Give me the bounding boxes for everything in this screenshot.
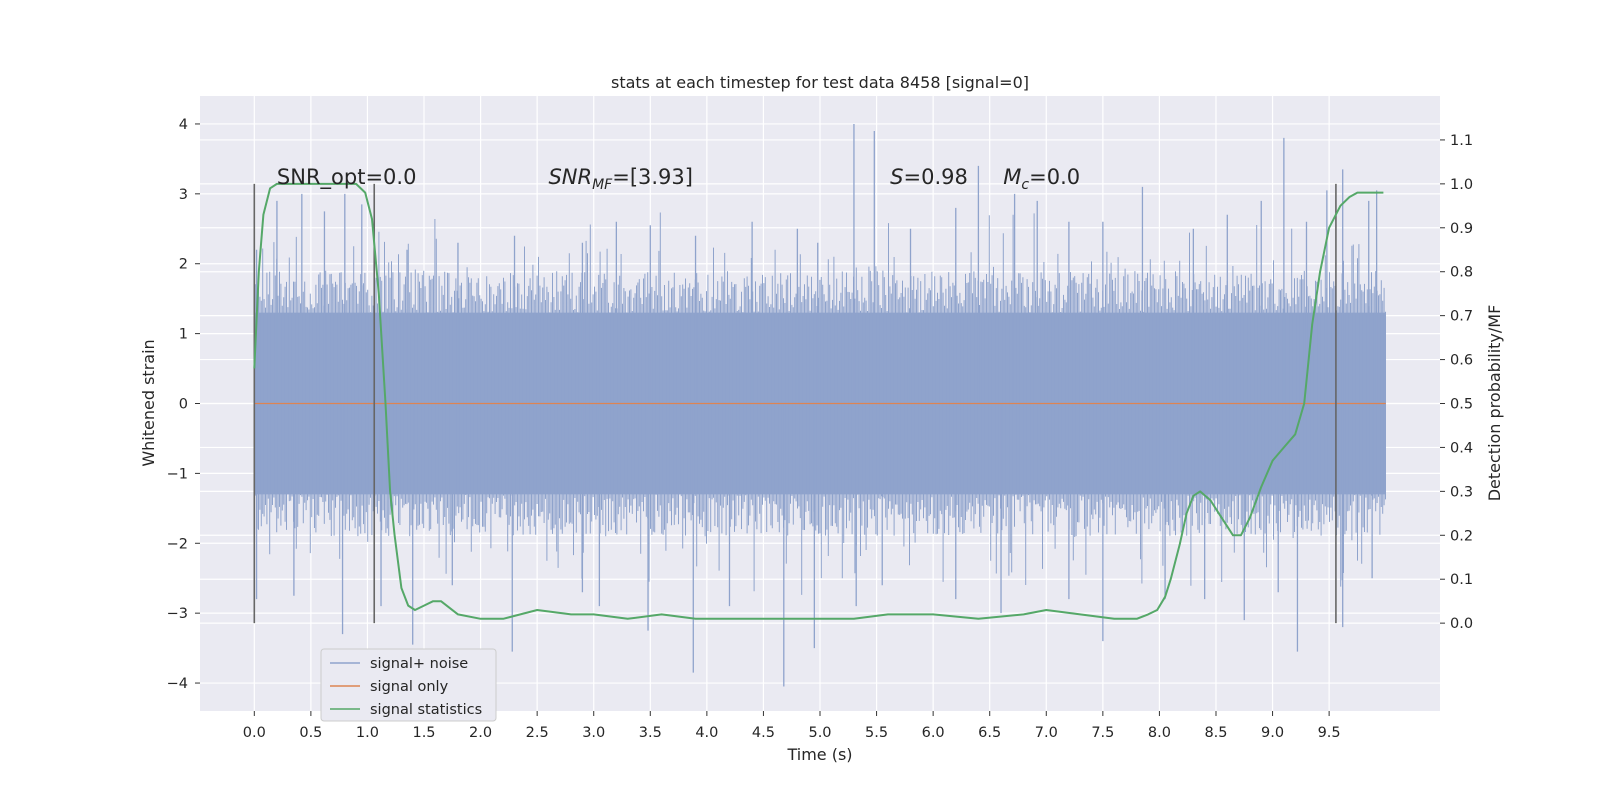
annotation-0: SNR_opt=0.0 <box>277 165 417 190</box>
annotation-1: SNRMF=[3.93] <box>548 165 693 193</box>
y-right-tick-label: 0.2 <box>1450 528 1473 544</box>
statistics-series <box>253 182 1384 620</box>
y-left-tick-label: 0 <box>179 397 188 413</box>
x-tick-label: 7.5 <box>1091 725 1114 741</box>
annotation-3: Mc=0.0 <box>1003 165 1080 193</box>
x-tick-label: 8.0 <box>1148 725 1171 741</box>
x-tick-label: 9.0 <box>1261 725 1284 741</box>
annotations: SNR_opt=0.0 SNRMF=[3.93] S=0.98 Mc=0.0 <box>277 165 1080 193</box>
x-tick-label: 3.5 <box>639 725 662 741</box>
x-tick-label: 4.5 <box>752 725 775 741</box>
y-left-tick-label: −3 <box>167 606 188 622</box>
y-right-tick-label: 0.6 <box>1450 353 1473 369</box>
x-tick-label: 1.5 <box>412 725 435 741</box>
x-tick-label: 6.0 <box>922 725 945 741</box>
x-tick-label: 9.5 <box>1318 725 1341 741</box>
x-tick-label: 0.0 <box>243 725 266 741</box>
legend-box <box>320 648 497 722</box>
x-tick-label: 7.0 <box>1035 725 1058 741</box>
x-tick-label: 2.0 <box>469 725 492 741</box>
y-left-tick-label: −4 <box>167 676 188 692</box>
statistics-line <box>253 182 1384 620</box>
legend: signal+ noise signal only signal statist… <box>320 648 497 722</box>
chart-title: stats at each timestep for test data 845… <box>611 73 1029 92</box>
y-right-tick-label: 1.1 <box>1450 133 1473 149</box>
y-right-tick-label: 0.7 <box>1450 309 1473 325</box>
y-right-tick-label: 0.5 <box>1450 397 1473 413</box>
y-left-tick-label: 4 <box>179 117 188 133</box>
x-tick-label: 6.5 <box>978 725 1001 741</box>
y-right-tick-label: 0.4 <box>1450 440 1473 456</box>
y-axis-left-label: Whitened strain <box>139 339 158 466</box>
y-left-tick-label: −2 <box>167 536 188 552</box>
y-right-tick-label: 0.3 <box>1450 484 1473 500</box>
y-left-tick-label: 1 <box>179 327 188 343</box>
y-left-tick-label: 3 <box>179 187 188 203</box>
y-right-tick-label: 0.9 <box>1450 221 1473 237</box>
y-right-tick-label: 0.0 <box>1450 616 1473 632</box>
y-axis-right-label: Detection probability/MF <box>1485 305 1504 502</box>
y-right-tick-label: 0.1 <box>1450 572 1473 588</box>
annotation-2: S=0.98 <box>890 165 968 189</box>
y-right-tick-label: 0.8 <box>1450 265 1473 281</box>
x-tick-label: 5.5 <box>865 725 888 741</box>
x-axis-label: Time (s) <box>786 745 852 764</box>
axis-ticks: 0.0 0.5 1.0 1.5 2.0 2.5 3.0 3.5 4.0 4.5 5.0 5.5 6.0 6… <box>167 117 1473 741</box>
y-left-tick-label: −1 <box>167 466 188 482</box>
y-right-tick-label: 1.0 <box>1450 177 1473 193</box>
legend-entry-signal: signal only <box>370 679 449 695</box>
legend-entry-noise: signal+ noise <box>370 656 468 672</box>
x-tick-label: 2.5 <box>526 725 549 741</box>
x-tick-label: 1.0 <box>356 725 379 741</box>
x-tick-label: 3.0 <box>582 725 605 741</box>
x-tick-label: 8.5 <box>1204 725 1227 741</box>
vertical-markers <box>253 183 1337 624</box>
x-tick-label: 4.0 <box>695 725 718 741</box>
y-left-tick-label: 2 <box>179 257 188 273</box>
x-tick-label: 0.5 <box>299 725 322 741</box>
legend-entry-statistics: signal statistics <box>370 702 482 718</box>
x-tick-label: 5.0 <box>808 725 831 741</box>
